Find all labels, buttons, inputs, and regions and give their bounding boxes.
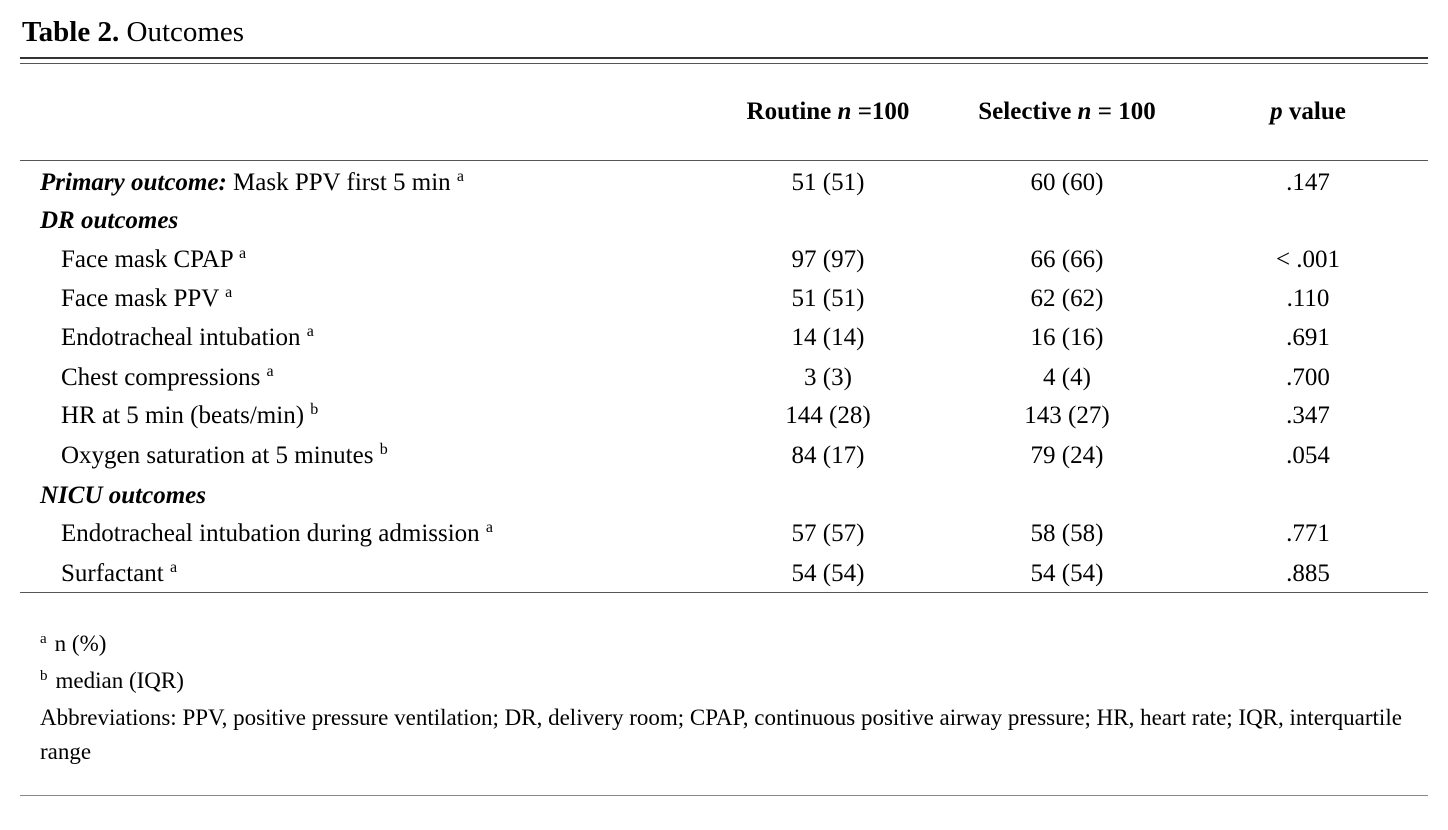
row-label: HR at 5 min (beats/min) b: [61, 396, 318, 438]
cell-selective: 54 (54): [1030, 560, 1104, 587]
header-selective-post: = 100: [1091, 98, 1156, 125]
abbreviations-note: Abbreviations: PPV, positive pressure ve…: [40, 705, 1402, 764]
caption-label: Table 2.: [22, 16, 120, 48]
row-label: Endotracheal intubation a: [61, 318, 314, 360]
row-label-text: HR at 5 min (beats/min): [61, 402, 311, 429]
cell-p-value: .691: [1286, 324, 1330, 351]
footnote-b-mark: b: [40, 668, 48, 684]
cell-selective: 60 (60): [1030, 169, 1104, 196]
row-label: Oxygen saturation at 5 minutes b: [61, 436, 388, 478]
top-double-rule-outer: [20, 57, 1428, 59]
cell-selective: 66 (66): [1030, 246, 1104, 273]
page-bottom-rule: [20, 795, 1428, 796]
caption-title: Outcomes: [126, 16, 245, 48]
row-label-text: Oxygen saturation at 5 minutes: [61, 442, 380, 469]
row-label-text: Face mask PPV: [61, 285, 226, 312]
row-label: Endotracheal intubation during admission…: [61, 514, 493, 556]
table-row: Endotracheal intubation during admission…: [0, 514, 1448, 553]
cell-p-value: .885: [1286, 560, 1330, 587]
cell-routine: 97 (97): [791, 246, 865, 273]
header-p-value: p value: [1208, 94, 1408, 130]
footnote-a-mark: a: [40, 631, 47, 647]
header-routine: Routine n =100: [728, 94, 928, 130]
footnote-marker: b: [310, 401, 319, 418]
cell-p-value: .147: [1286, 169, 1330, 196]
row-label: Surfactant a: [61, 554, 177, 596]
primary-outcome-heading: Primary outcome:: [40, 169, 227, 196]
section-heading: NICU outcomes: [40, 482, 206, 509]
table-row: Chest compressions a 3 (3) 4 (4) .700: [0, 358, 1448, 397]
cell-selective: 16 (16): [1030, 324, 1104, 351]
header-routine-post: =100: [851, 98, 910, 125]
cell-routine: 54 (54): [791, 560, 865, 587]
cell-routine: 57 (57): [791, 520, 865, 547]
cell-routine: 84 (17): [791, 442, 865, 469]
row-label-text: Endotracheal intubation: [61, 324, 307, 351]
table-footnotes: a n (%) b median (IQR) Abbreviations: PPV,…: [40, 627, 1420, 769]
table-row: Surfactant a 54 (54) 54 (54) .885: [0, 554, 1448, 593]
row-label-text: Chest compressions: [61, 364, 267, 391]
table-row: Face mask CPAP a 97 (97) 66 (66) < .001: [0, 240, 1448, 279]
table-caption: Table 2. Outcomes: [22, 14, 244, 50]
table-row: Primary outcome: Mask PPV first 5 min a …: [0, 163, 1448, 202]
cell-selective: 79 (24): [1030, 442, 1104, 469]
header-selective: Selective n = 100: [956, 94, 1178, 130]
cell-selective: 58 (58): [1030, 520, 1104, 547]
row-label-text: Surfactant: [61, 560, 170, 587]
cell-p-value: .110: [1286, 285, 1330, 312]
cell-routine: 51 (51): [791, 169, 865, 196]
cell-p-value: .347: [1286, 402, 1330, 429]
footnote-marker: a: [266, 363, 274, 380]
footnote-marker: b: [379, 441, 388, 458]
cell-routine: 144 (28): [785, 402, 871, 429]
header-routine-pre: Routine: [746, 98, 838, 125]
header-selective-pre: Selective: [978, 98, 1078, 125]
header-selective-n: n: [1077, 98, 1092, 125]
row-label: Face mask CPAP a: [61, 240, 246, 282]
section-heading: DR outcomes: [40, 207, 179, 234]
cell-routine: 51 (51): [791, 285, 865, 312]
header-routine-n: n: [837, 98, 852, 125]
row-label-text: Mask PPV first 5 min: [226, 169, 457, 196]
header-p-post: value: [1282, 98, 1346, 125]
row-label: Chest compressions a: [61, 358, 274, 400]
footnote-a-text: n (%): [54, 631, 107, 656]
header-rule: [20, 160, 1428, 161]
footnote-b-text: median (IQR): [55, 668, 184, 693]
row-label-text: Face mask CPAP: [61, 246, 240, 273]
section-row: DR outcomes: [0, 201, 1448, 240]
footnote-marker: a: [225, 284, 233, 301]
cell-routine: 14 (14): [791, 324, 865, 351]
header-p-italic: p: [1270, 98, 1283, 125]
cell-selective: 143 (27): [1024, 402, 1110, 429]
row-label-text: Endotracheal intubation during admission: [61, 520, 486, 547]
section-row: NICU outcomes: [0, 476, 1448, 515]
footnote-marker: a: [306, 323, 314, 340]
cell-p-value: .771: [1286, 520, 1330, 547]
footnote-marker: a: [456, 168, 465, 185]
body-bottom-rule: [20, 592, 1428, 593]
cell-p-value: < .001: [1275, 246, 1341, 273]
cell-p-value: .700: [1286, 364, 1330, 391]
footnote-b: b median (IQR): [40, 664, 1420, 701]
cell-routine: 3 (3): [804, 364, 852, 391]
table-row: Endotracheal intubation a 14 (14) 16 (16…: [0, 318, 1448, 357]
footnote-marker: a: [169, 559, 178, 576]
table-row: HR at 5 min (beats/min) b 144 (28) 143 (…: [0, 396, 1448, 435]
cell-selective: 62 (62): [1030, 285, 1104, 312]
row-label: Primary outcome: Mask PPV first 5 min a: [40, 163, 464, 205]
top-double-rule-inner: [20, 63, 1428, 64]
row-label: Face mask PPV a: [61, 279, 232, 321]
footnote-marker: a: [239, 245, 247, 262]
footnote-a: a n (%): [40, 627, 1420, 664]
table-row: Face mask PPV a 51 (51) 62 (62) .110: [0, 279, 1448, 318]
footnote-marker: a: [485, 519, 494, 536]
cell-p-value: .054: [1286, 442, 1330, 469]
table-row: Oxygen saturation at 5 minutes b 84 (17)…: [0, 436, 1448, 475]
cell-selective: 4 (4): [1043, 364, 1091, 391]
